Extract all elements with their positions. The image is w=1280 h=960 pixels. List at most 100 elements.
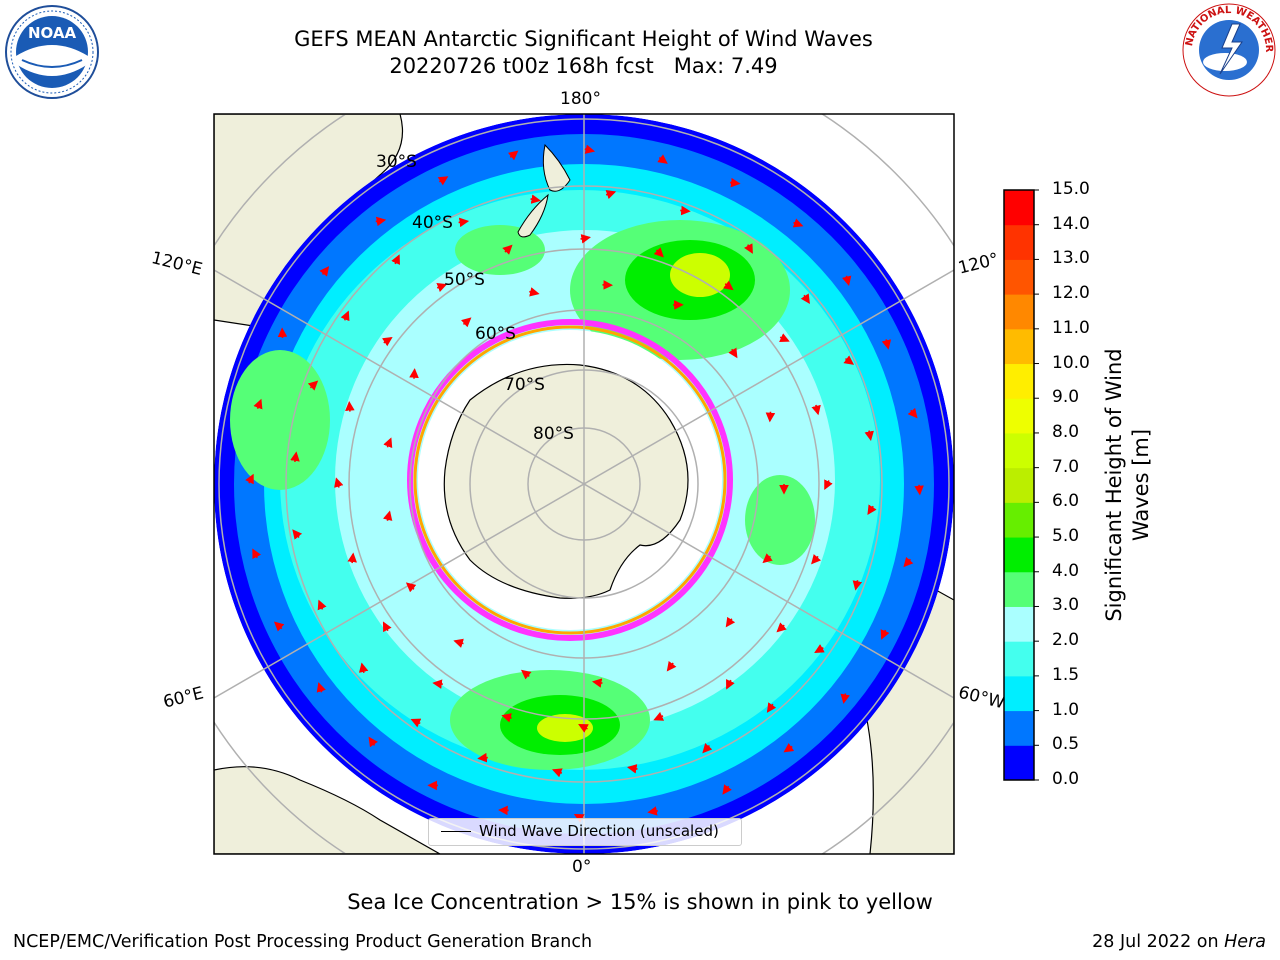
sea-ice-caption: Sea Ice Concentration > 15% is shown in …: [347, 890, 933, 914]
colorbar-tick-label: 7.0: [1052, 456, 1080, 477]
wave-direction-arrow: [253, 398, 263, 410]
wave-direction-arrow: [666, 660, 677, 672]
wave-direction-arrow: [657, 154, 668, 164]
colorbar-tick-label: 3.0: [1052, 595, 1080, 616]
wave-direction-arrow: [292, 529, 303, 540]
wave-direction-arrow: [779, 333, 790, 342]
colorbar-segment: [1004, 190, 1034, 226]
wave-direction-arrow: [578, 724, 589, 733]
colorbar-segment: [1004, 224, 1034, 260]
legend-line-sample: [441, 831, 471, 832]
africa-land: [214, 766, 442, 854]
wave-direction-arrow: [824, 479, 833, 491]
footer-date: 28 Jul 2022 on Hera: [1092, 932, 1266, 952]
wave-direction-arrow: [502, 244, 513, 255]
lat-label-60s: 60°S: [475, 324, 516, 344]
wave-direction-arrow: [409, 368, 419, 379]
colorbar-segment: [1004, 502, 1034, 538]
wave-direction-arrow: [680, 205, 691, 216]
colorbar-tick-label: 1.5: [1052, 664, 1080, 685]
wave-direction-arrow: [290, 451, 300, 462]
wave-direction-arrow: [530, 194, 541, 204]
wave-direction-arrow: [914, 484, 924, 496]
wave-direction-arrow: [453, 638, 464, 648]
wave-direction-arrow: [273, 621, 285, 632]
colorbar-tick-label: 5.0: [1052, 526, 1080, 547]
colorbar-tick-label: 15.0: [1052, 179, 1090, 199]
chart-title: GEFS MEAN Antarctic Significant Height o…: [294, 27, 873, 51]
noaa-logo: NOAA: [5, 5, 99, 99]
wave-direction-arrow: [382, 510, 393, 521]
wave-direction-arrow: [907, 407, 918, 419]
colorbar-tick-label: 11.0: [1052, 317, 1090, 338]
wave-direction-arrow: [580, 234, 591, 244]
wave-direction-arrow: [410, 718, 422, 728]
wave-direction-arrow: [843, 355, 855, 365]
colorbar-title-line2: Waves [m]: [1129, 428, 1153, 542]
colorbar-segment: [1004, 398, 1034, 434]
wave-direction-arrow: [800, 293, 810, 305]
pacific-corner: [820, 114, 954, 300]
colorbar-segment: [1004, 641, 1034, 677]
wave-direction-arrow: [726, 678, 735, 690]
wave-direction-arrow: [317, 599, 327, 611]
colorbar-tick-label: 2.0: [1052, 630, 1080, 651]
colorbar-title-line1: Significant Height of Wind: [1102, 348, 1126, 622]
colorbar-segment: [1004, 710, 1034, 746]
wave-direction-arrow: [722, 784, 732, 795]
lat-label-40s: 40°S: [412, 213, 453, 233]
colorbar-tick-label: 4.0: [1052, 560, 1080, 581]
wave-direction-arrow: [477, 752, 488, 763]
lat-label-70s: 70°S: [504, 375, 545, 395]
forecast-run-label: 20220726 t00z 168h fcst: [389, 54, 654, 78]
wave-direction-arrow: [458, 217, 470, 228]
lat-label-30s: 30°S: [376, 152, 417, 172]
wave-direction-arrow: [627, 764, 638, 774]
colorbar-tick-label: 0.0: [1052, 769, 1080, 789]
wave-direction-arrow: [245, 473, 254, 485]
colorbar: [1003, 189, 1039, 781]
nws-logo: NATIONAL WEATHER SERVICE: [1180, 2, 1276, 97]
wave-direction-arrow: [368, 736, 378, 748]
colorbar-segment: [1004, 745, 1034, 781]
colorbar-segment: [1004, 328, 1034, 365]
footer-organization: NCEP/EMC/Verification Post Processing Pr…: [13, 932, 593, 952]
colorbar-segment: [1004, 571, 1034, 607]
wave-direction-arrow: [605, 189, 617, 200]
colorbar-tick-label: 12.0: [1052, 283, 1090, 304]
legend-label: Wind Wave Direction (unscaled): [479, 822, 719, 840]
colorbar-tick-label: 10.0: [1052, 352, 1090, 373]
wave-direction-arrow: [814, 644, 825, 653]
wave-direction-arrow: [766, 702, 777, 713]
footer-machine: Hera: [1224, 932, 1266, 952]
wave-direction-arrow: [375, 216, 387, 227]
wave-direction-arrow: [647, 806, 658, 816]
colorbar-segment: [1004, 675, 1034, 712]
wave-direction-arrow: [340, 310, 350, 322]
colorbar-tick-label: 6.0: [1052, 491, 1080, 512]
colorbar-segment: [1004, 294, 1034, 330]
wave-direction-arrow: [501, 713, 512, 723]
map-frame: [213, 113, 955, 855]
wave-direction-arrow: [728, 347, 738, 359]
wave-direction-arrow: [811, 404, 821, 416]
colorbar-tick-label: 14.0: [1052, 213, 1090, 234]
wave-direction-arrow: [783, 743, 795, 753]
wave-direction-arrow: [653, 247, 664, 258]
lat-label-80s: 80°S: [533, 424, 574, 444]
colorbar-segment: [1004, 537, 1034, 573]
colorbar-segment: [1004, 606, 1034, 642]
wave-direction-arrow: [591, 678, 603, 688]
max-value-label: Max: 7.49: [673, 54, 778, 78]
wave-direction-arrow: [391, 254, 400, 265]
chart-subtitle: 20220726 t00z 168h fcst Max: 7.49: [0, 53, 1167, 79]
colorbar-tick-label: 9.0: [1052, 387, 1080, 408]
wave-direction-arrow: [792, 218, 804, 228]
wave-direction-arrow: [382, 621, 392, 633]
wave-direction-arrow: [702, 742, 713, 754]
lon-label-0: 0°: [572, 857, 592, 877]
lat-label-50s: 50°S: [444, 270, 485, 290]
wave-direction-arrow: [723, 280, 734, 291]
wave-direction-arrow: [461, 317, 472, 328]
wave-direction-arrow: [881, 339, 892, 350]
